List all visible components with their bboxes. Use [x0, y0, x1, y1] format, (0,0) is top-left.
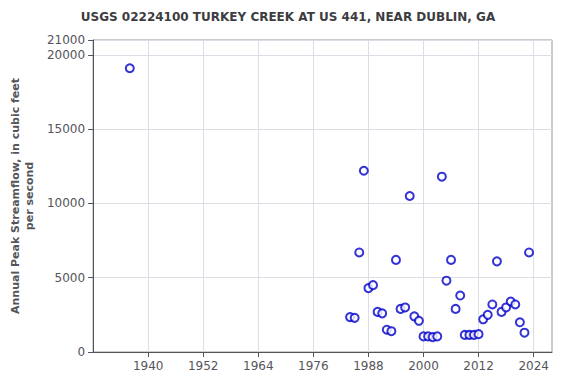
svg-text:Annual Peak Streamflow, in cub: Annual Peak Streamflow, in cubic feet [9, 78, 22, 314]
svg-text:2000: 2000 [408, 359, 439, 373]
svg-text:5000: 5000 [55, 271, 86, 285]
svg-text:0: 0 [77, 345, 85, 359]
svg-text:USGS 02224100 TURKEY CREEK AT: USGS 02224100 TURKEY CREEK AT US 441, NE… [81, 10, 496, 24]
svg-text:1940: 1940 [133, 359, 164, 373]
svg-text:10000: 10000 [47, 196, 85, 210]
svg-text:20000: 20000 [47, 48, 85, 62]
svg-text:15000: 15000 [47, 122, 85, 136]
svg-text:1976: 1976 [298, 359, 329, 373]
svg-text:21000: 21000 [47, 33, 85, 47]
svg-text:1964: 1964 [243, 359, 274, 373]
svg-text:1952: 1952 [188, 359, 219, 373]
svg-text:per second: per second [23, 162, 36, 230]
svg-text:2012: 2012 [463, 359, 494, 373]
svg-text:1988: 1988 [353, 359, 384, 373]
svg-text:2024: 2024 [518, 359, 549, 373]
